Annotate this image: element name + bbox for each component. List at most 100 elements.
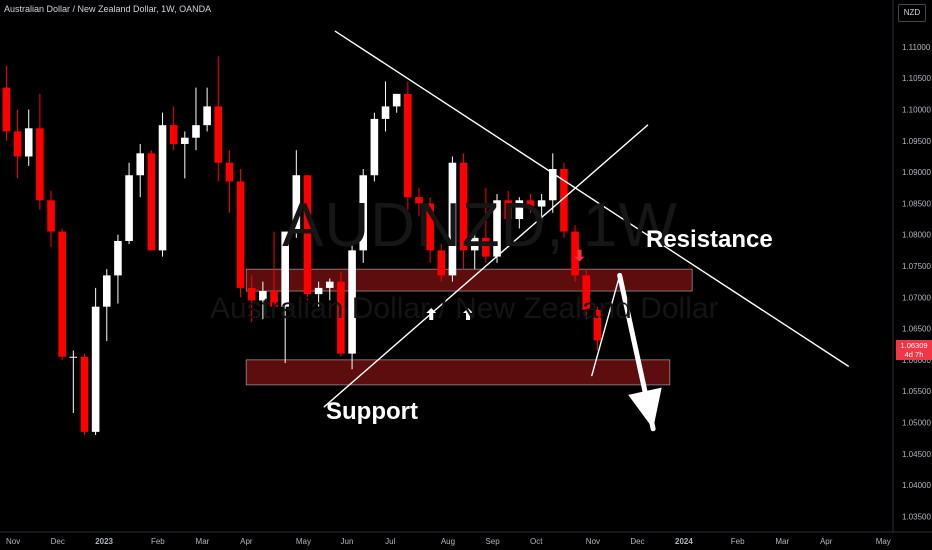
price-tick-label: 1.04500 bbox=[902, 450, 931, 459]
candle-22 bbox=[247, 275, 256, 323]
candle-34 bbox=[381, 81, 390, 132]
candle-43 bbox=[482, 187, 490, 263]
candle-30 bbox=[337, 272, 345, 357]
time-tick-label: Jun bbox=[341, 537, 354, 546]
candle-33 bbox=[370, 112, 379, 182]
price-tick-label: 1.06000 bbox=[902, 356, 931, 365]
candle-44 bbox=[493, 194, 501, 263]
candle-body bbox=[36, 128, 44, 201]
candle-body bbox=[136, 153, 145, 176]
candle-body bbox=[91, 306, 100, 432]
resistance-trendline bbox=[334, 30, 849, 367]
candle-body bbox=[526, 200, 535, 207]
time-tick-label: Oct bbox=[530, 537, 543, 546]
candle-body bbox=[247, 287, 256, 301]
candle-body bbox=[114, 240, 122, 276]
time-tick-label: Nov bbox=[586, 537, 600, 546]
candle-25 bbox=[281, 231, 289, 364]
price-axis[interactable]: 1.03500 1.04000 1.04500 1.05000 1.05500 1.060… bbox=[902, 43, 931, 521]
candle-11 bbox=[125, 162, 133, 245]
time-tick-label: 2023 bbox=[95, 537, 113, 546]
candle-39 bbox=[437, 244, 446, 282]
down-arrow-1 bbox=[574, 249, 585, 262]
candle-46 bbox=[515, 197, 524, 229]
candle-37 bbox=[415, 187, 423, 216]
candle-body bbox=[426, 203, 434, 251]
candle-body bbox=[437, 250, 446, 276]
candle-45 bbox=[504, 190, 512, 226]
candle-10 bbox=[114, 234, 122, 304]
candle-0 bbox=[2, 65, 11, 141]
candle-body bbox=[214, 106, 223, 163]
candle-2 bbox=[24, 109, 33, 166]
candle-body bbox=[325, 281, 334, 288]
candle-17 bbox=[192, 87, 200, 151]
currency-button[interactable]: NZD bbox=[898, 4, 926, 22]
candle-18 bbox=[203, 87, 211, 132]
candle-35 bbox=[392, 93, 401, 113]
candle-3 bbox=[36, 93, 44, 210]
resistance-label: Resistance bbox=[646, 226, 773, 253]
candle-15 bbox=[169, 106, 178, 151]
candle-29 bbox=[325, 278, 334, 301]
price-tick-label: 1.11000 bbox=[902, 43, 931, 52]
candle-body bbox=[125, 175, 133, 241]
candle-body bbox=[359, 175, 368, 251]
candle-23 bbox=[259, 281, 267, 320]
candle-body bbox=[58, 231, 66, 357]
time-tick-label: Sep bbox=[485, 537, 500, 546]
candle-body bbox=[560, 168, 568, 232]
candle-body bbox=[314, 287, 323, 295]
candle-body bbox=[225, 162, 234, 182]
candle-38 bbox=[426, 197, 434, 263]
candle-body bbox=[169, 125, 178, 144]
watermark-name: Australian Dollar / New Zealand Dollar bbox=[210, 292, 719, 325]
candle-body bbox=[24, 128, 33, 157]
candle-body bbox=[181, 137, 189, 144]
candle-body bbox=[548, 168, 557, 201]
time-tick-label: Apr bbox=[820, 537, 833, 546]
candle-7 bbox=[80, 353, 89, 435]
candles-layer bbox=[2, 56, 602, 435]
candle-body bbox=[470, 237, 479, 251]
candle-40 bbox=[448, 156, 457, 282]
candle-body bbox=[47, 200, 55, 232]
candle-31 bbox=[348, 244, 356, 370]
time-axis[interactable]: Nov Dec 2023 Feb Mar Apr May Jun Jul Aug Sep Oct Nov… bbox=[6, 537, 891, 546]
candle-16 bbox=[181, 131, 189, 179]
candle-body bbox=[203, 106, 211, 126]
candle-body bbox=[482, 237, 490, 257]
time-tick-label: Feb bbox=[151, 537, 165, 546]
time-tick-label: 2024 bbox=[675, 537, 693, 546]
candle-body bbox=[259, 291, 267, 301]
candle-body bbox=[459, 162, 468, 251]
candle-body bbox=[2, 87, 11, 132]
candle-42 bbox=[470, 231, 479, 270]
chart-title: Australian Dollar / New Zealand Dollar, … bbox=[4, 4, 212, 14]
time-tick-label: Aug bbox=[441, 537, 455, 546]
candle-body bbox=[270, 291, 278, 307]
candle-body bbox=[281, 231, 289, 307]
time-tick-label: Dec bbox=[51, 537, 65, 546]
last-price-value: 1.06309 bbox=[900, 341, 928, 350]
candle-body bbox=[348, 250, 356, 354]
price-tick-label: 1.09000 bbox=[902, 168, 931, 177]
candle-14 bbox=[158, 112, 167, 257]
candle-body bbox=[292, 175, 301, 232]
candle-body bbox=[571, 231, 579, 276]
candle-body bbox=[582, 275, 591, 310]
candle-body bbox=[448, 162, 457, 276]
candle-19 bbox=[214, 56, 223, 182]
candle-body bbox=[415, 197, 423, 204]
candle-24 bbox=[270, 231, 278, 313]
candle-4 bbox=[47, 190, 55, 248]
candle-41 bbox=[459, 153, 468, 270]
time-tick-label: Nov bbox=[6, 537, 20, 546]
candle-body bbox=[392, 93, 401, 107]
last-price-tag: 1.06309 4d 7h bbox=[896, 340, 932, 360]
time-tick-label: Dec bbox=[630, 537, 644, 546]
projection-line-up bbox=[591, 274, 621, 377]
candle-body bbox=[504, 200, 512, 220]
candle-53 bbox=[593, 306, 602, 351]
